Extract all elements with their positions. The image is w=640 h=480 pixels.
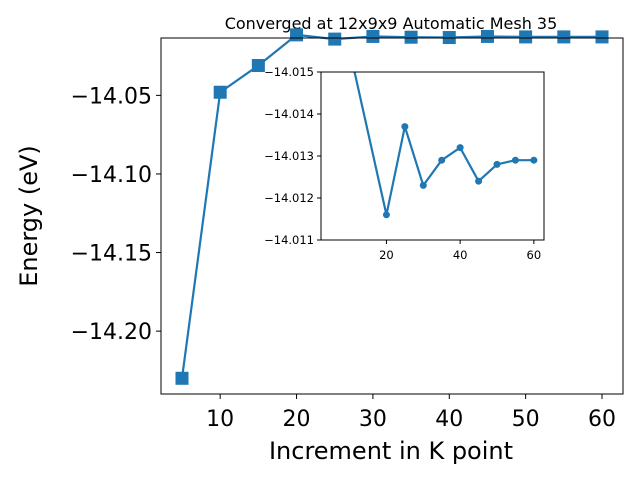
inset-y-tick-label: −14.012 [264,191,314,205]
main-x-tick-label: 30 [359,407,387,432]
x-axis-label: Increment in K point [269,437,513,465]
main-data-point [519,30,533,44]
main-data-point [595,30,609,44]
main-y-tick-label: −14.10 [71,163,152,188]
chart-title: Converged at 12x9x9 Automatic Mesh 35 [225,14,558,33]
main-data-point [480,29,494,43]
y-axis-label: Energy (eV) [15,145,43,287]
inset-data-point [419,181,427,189]
main-data-point [557,30,571,44]
main-data-point [213,85,227,99]
inset-data-point [401,123,409,131]
main-x-tick-label: 10 [206,407,234,432]
main-y-tick-label: −14.05 [71,84,152,109]
main-series-markers [175,28,609,385]
inset-plot-area [321,72,544,240]
inset-axes-frame [320,71,545,241]
main-x-tick-label: 20 [283,407,311,432]
main-x-tick-label: 40 [435,407,463,432]
main-y-tick-label: −14.15 [71,242,152,267]
main-data-point [366,29,380,43]
inset-series-markers [382,123,538,219]
inset-data-point [530,156,538,164]
inset-y-tick-label: −14.014 [264,107,314,121]
inset-series-line [353,72,534,216]
main-x-tick-label: 50 [512,407,540,432]
main-y-axis: −14.05 −14.10 −14.15 −14.20 [71,84,161,345]
inset-y-tick-label: −14.015 [264,65,314,79]
main-data-point [404,30,418,44]
main-data-point [175,371,189,385]
inset-data-point [382,211,390,219]
inset-data-point [511,156,519,164]
inset-data-point [493,160,501,168]
inset-x-tick-label: 40 [453,248,468,262]
main-y-tick-label: −14.20 [71,320,152,345]
main-data-point [251,59,265,73]
inset-data-point [456,144,464,152]
inset-y-tick-label: −14.011 [264,233,314,247]
main-data-point [290,28,304,42]
inset-x-tick-label: 20 [379,248,394,262]
inset-x-tick-label: 60 [527,248,542,262]
main-data-point [328,32,342,46]
main-x-axis: 10 20 30 40 50 60 [206,394,616,432]
inset-x-axis: 20 40 60 [379,240,541,262]
inset-y-tick-label: −14.013 [264,149,314,163]
main-x-tick-label: 60 [588,407,616,432]
inset-y-axis: −14.011 −14.012 −14.013 −14.014 −14.015 [264,65,321,247]
inset-data-point [438,156,446,164]
inset-data-point [475,177,483,185]
main-axes-frame [160,37,624,395]
